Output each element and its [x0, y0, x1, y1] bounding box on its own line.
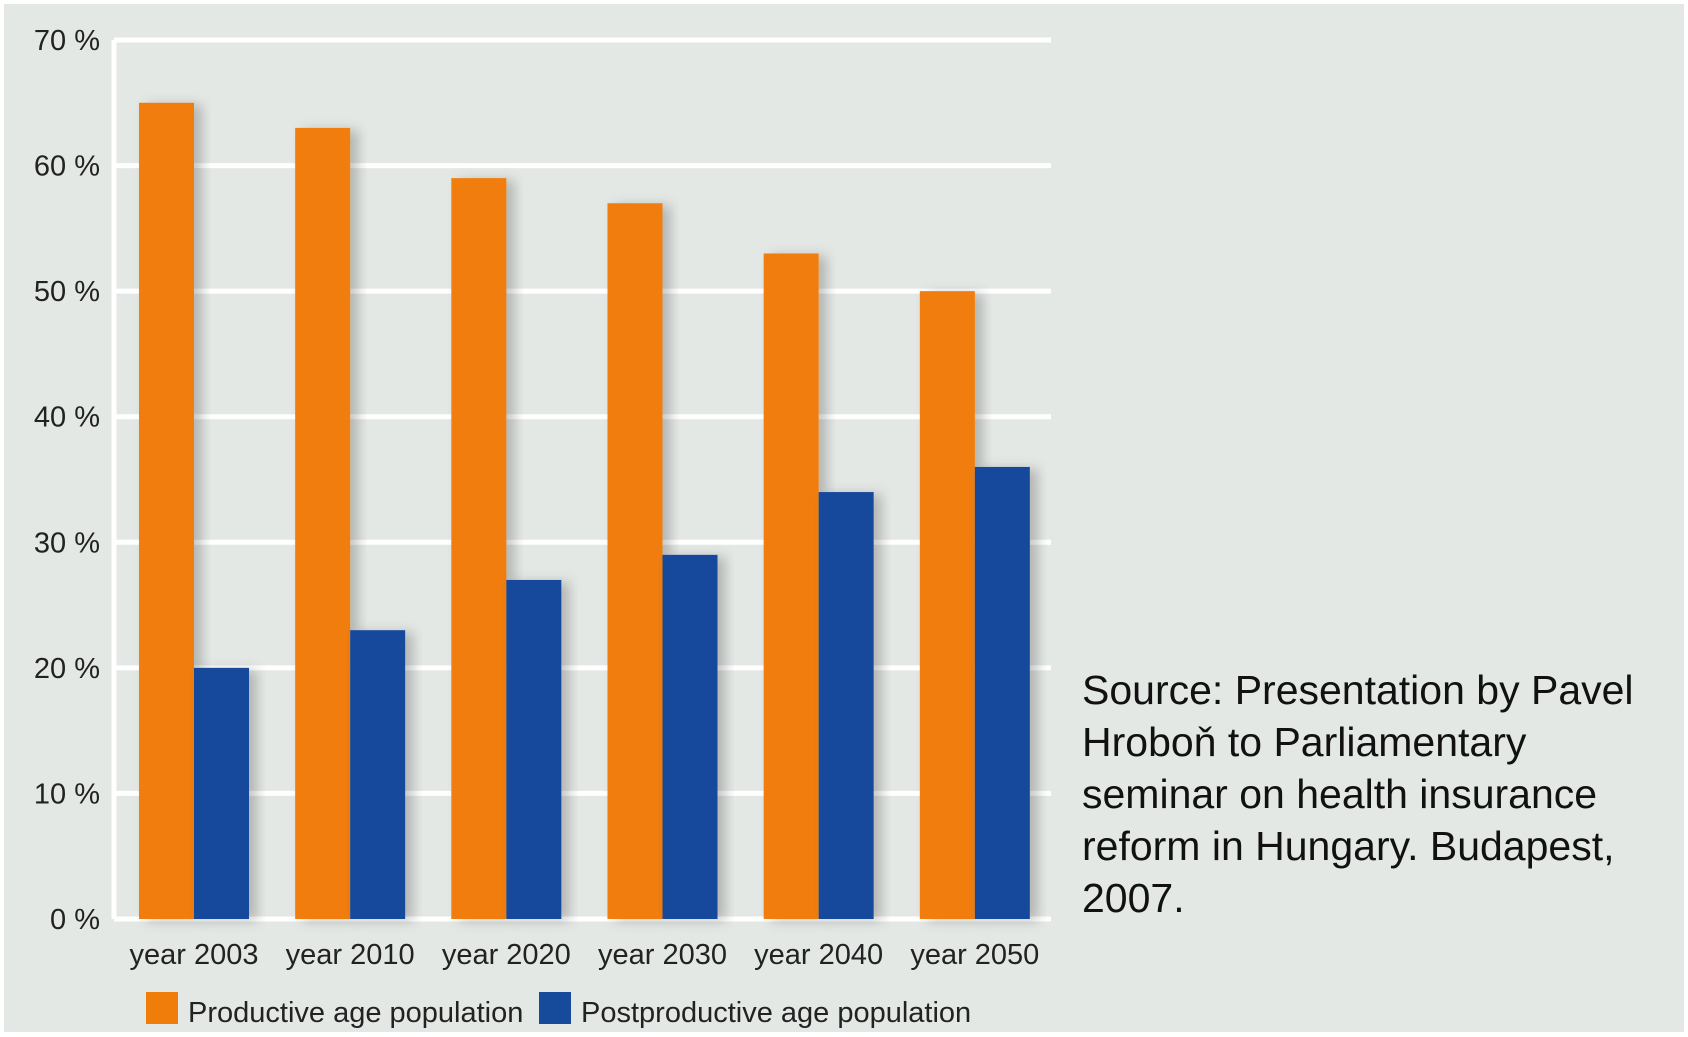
bar-productive [451, 178, 507, 920]
y-tick-label: 20 % [34, 653, 100, 685]
y-tick-label: 0 % [50, 904, 100, 936]
y-tick-label: 10 % [34, 778, 100, 810]
y-tick-label: 60 % [34, 151, 100, 183]
legend-label: Productive age population [188, 997, 523, 1029]
x-tick-label: year 2020 [442, 939, 571, 971]
bar-productive [919, 291, 975, 920]
x-tick-label: year 2010 [286, 939, 415, 971]
x-tick-label: year 2030 [598, 939, 727, 971]
bar-chart: 0 % 10 % 20 % 30 % 40 % 50 % 60 % 70 % year 200… [34, 25, 1051, 1029]
bar-postproductive [974, 466, 1030, 919]
bar-postproductive [818, 492, 874, 919]
bar-postproductive [194, 667, 249, 919]
y-tick-label: 40 % [34, 402, 100, 434]
x-tick-label: year 2003 [130, 939, 259, 971]
bars [139, 102, 1030, 920]
legend-swatch [539, 992, 571, 1024]
bar-postproductive [506, 579, 562, 919]
bar-postproductive [350, 630, 406, 919]
bar-postproductive [662, 554, 718, 919]
y-tick-label: 30 % [34, 527, 100, 559]
y-tick-label: 70 % [34, 25, 100, 57]
y-axis-ticks: 0 % 10 % 20 % 30 % 40 % 50 % 60 % 70 % [34, 25, 100, 936]
x-tick-label: year 2040 [754, 939, 883, 971]
legend-swatch [146, 992, 178, 1024]
x-tick-label: year 2050 [910, 939, 1039, 971]
source-note: Source: Presentation by Pavel Hroboň to … [1082, 667, 1634, 921]
y-tick-label: 50 % [34, 276, 100, 308]
x-axis-ticks: year 2003 year 2010 year 2020 year 2030 year… [130, 939, 1040, 971]
bar-productive [139, 102, 194, 920]
legend-label: Postproductive age population [581, 997, 971, 1029]
chart-canvas: 0 % 10 % 20 % 30 % 40 % 50 % 60 % 70 % year 200… [4, 4, 1684, 1032]
bar-productive [295, 127, 351, 919]
gridlines [111, 37, 1051, 922]
legend: Productive age population Postproductive … [146, 992, 971, 1029]
bar-productive [763, 253, 819, 919]
bar-productive [607, 203, 663, 919]
